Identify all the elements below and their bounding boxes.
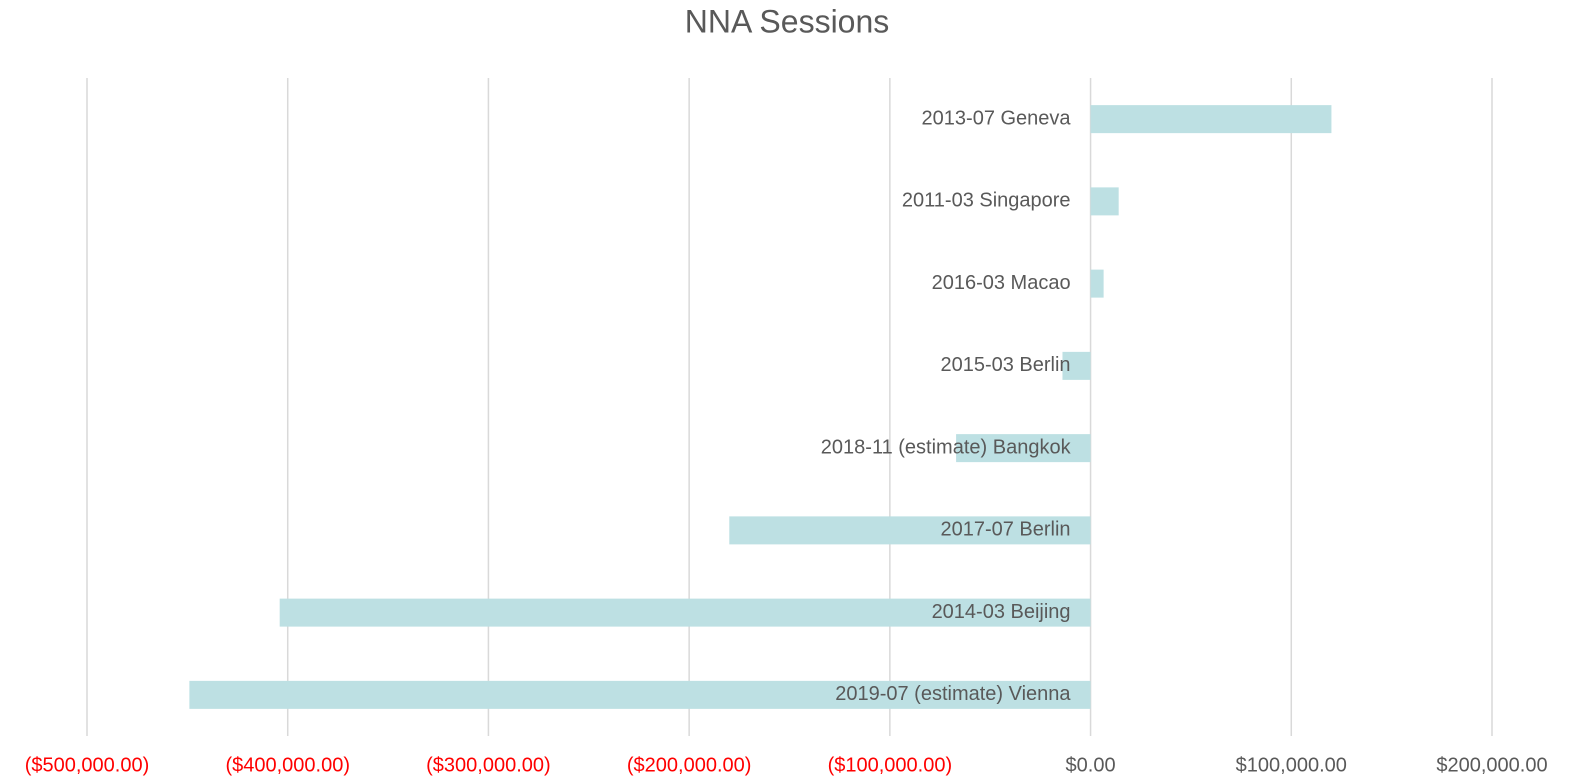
bar xyxy=(189,680,1091,709)
y-tick-label: 2013-07 Geneva xyxy=(922,107,1072,129)
bar xyxy=(1090,105,1332,134)
y-tick-label: 2019-07 (estimate) Vienna xyxy=(835,683,1071,705)
x-tick-label: $200,000.00 xyxy=(1436,754,1547,776)
chart-title: NNA Sessions xyxy=(685,3,890,39)
x-tick-label: $100,000.00 xyxy=(1236,754,1347,776)
bar xyxy=(956,434,1091,463)
y-tick-label: 2014-03 Beijing xyxy=(932,601,1071,623)
bar xyxy=(1062,351,1091,380)
bar xyxy=(729,516,1091,545)
y-tick-label: 2017-07 Berlin xyxy=(940,519,1070,541)
bar xyxy=(1090,269,1104,298)
x-tick-label: ($200,000.00) xyxy=(627,754,752,776)
x-tick-label: ($400,000.00) xyxy=(225,754,350,776)
x-tick-label: ($100,000.00) xyxy=(828,754,953,776)
y-tick-label: 2015-03 Berlin xyxy=(940,354,1070,376)
bar xyxy=(279,598,1091,627)
y-tick-label: 2011-03 Singapore xyxy=(902,190,1071,212)
x-tick-label: $0.00 xyxy=(1066,754,1116,776)
x-tick-label: ($300,000.00) xyxy=(426,754,551,776)
bar xyxy=(1090,187,1119,216)
x-tick-label: ($500,000.00) xyxy=(25,754,150,776)
y-tick-label: 2018-11 (estimate) Bangkok xyxy=(821,436,1072,458)
y-tick-label: 2016-03 Macao xyxy=(932,272,1071,294)
